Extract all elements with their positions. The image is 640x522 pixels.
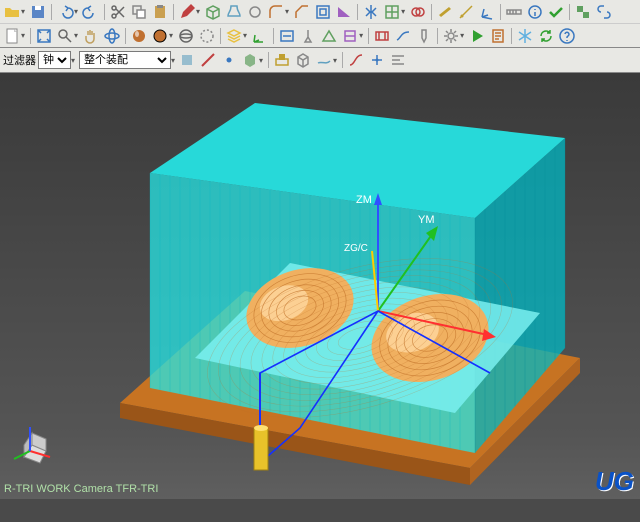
chevron-down-icon[interactable]: ▾ bbox=[169, 31, 173, 40]
sel-face-icon[interactable] bbox=[177, 50, 197, 70]
draft-icon[interactable] bbox=[334, 2, 354, 22]
view-zoom-icon[interactable] bbox=[55, 26, 75, 46]
sel-vertex-icon[interactable] bbox=[219, 50, 239, 70]
sel-solid-icon[interactable] bbox=[293, 50, 313, 70]
snow-icon[interactable] bbox=[515, 26, 535, 46]
align-icon[interactable] bbox=[388, 50, 408, 70]
measure-icon[interactable] bbox=[504, 2, 524, 22]
sketch-icon[interactable] bbox=[177, 2, 197, 22]
paste-icon[interactable] bbox=[150, 2, 170, 22]
hole-icon[interactable] bbox=[245, 2, 265, 22]
sel-sheet-icon[interactable] bbox=[314, 50, 334, 70]
view-triad[interactable] bbox=[10, 425, 54, 469]
status-text: R-TRI WORK Camera TFR-TRI bbox=[4, 483, 158, 495]
chevron-down-icon: ▾ bbox=[71, 56, 75, 65]
copy-icon[interactable] bbox=[129, 2, 149, 22]
redo-icon[interactable] bbox=[81, 2, 101, 22]
cut-icon[interactable] bbox=[108, 2, 128, 22]
boolean-icon[interactable] bbox=[408, 2, 428, 22]
chamfer-icon[interactable] bbox=[292, 2, 312, 22]
cam-method-icon[interactable] bbox=[340, 26, 360, 46]
chevron-down-icon[interactable]: ▾ bbox=[74, 31, 78, 40]
svg-text:ZM: ZM bbox=[356, 194, 372, 206]
cam-drill-icon[interactable] bbox=[414, 26, 434, 46]
revolve-icon[interactable] bbox=[224, 2, 244, 22]
cam-generate-icon[interactable] bbox=[441, 26, 461, 46]
datum-axis-icon[interactable] bbox=[456, 2, 476, 22]
assembly-scope-select[interactable]: 整个装配 bbox=[79, 51, 171, 69]
cam-contour-icon[interactable] bbox=[393, 26, 413, 46]
cam-post-icon[interactable] bbox=[488, 26, 508, 46]
info-icon[interactable] bbox=[525, 2, 545, 22]
wcs-icon[interactable] bbox=[250, 26, 270, 46]
sel-body-icon[interactable] bbox=[240, 50, 260, 70]
chevron-down-icon[interactable]: ▾ bbox=[460, 31, 464, 40]
view-rotate-icon[interactable] bbox=[102, 26, 122, 46]
cam-verify-icon[interactable] bbox=[467, 26, 487, 46]
refresh-icon[interactable] bbox=[536, 26, 556, 46]
extrude-icon[interactable] bbox=[203, 2, 223, 22]
new-part-icon[interactable] bbox=[2, 26, 22, 46]
wireframe-icon[interactable] bbox=[176, 26, 196, 46]
sel-feature-icon[interactable] bbox=[272, 50, 292, 70]
chevron-down-icon[interactable]: ▾ bbox=[196, 7, 200, 16]
chevron-down-icon[interactable]: ▾ bbox=[359, 31, 363, 40]
model-scene: ZM YM ZG/C bbox=[0, 73, 640, 499]
datum-csys-icon[interactable] bbox=[477, 2, 497, 22]
pattern-icon[interactable] bbox=[382, 2, 402, 22]
chevron-down-icon[interactable]: ▾ bbox=[243, 31, 247, 40]
view-pan-icon[interactable] bbox=[81, 26, 101, 46]
point-icon[interactable] bbox=[367, 50, 387, 70]
constraint-icon[interactable] bbox=[594, 2, 614, 22]
shaded-edges-icon[interactable] bbox=[150, 26, 170, 46]
chevron-down-icon[interactable]: ▾ bbox=[333, 56, 337, 65]
datum-plane-icon[interactable] bbox=[435, 2, 455, 22]
toolbar-row-2: ▾ ▾ ▾ ▾ ▾ ▾ bbox=[0, 24, 640, 47]
assembly-icon[interactable] bbox=[573, 2, 593, 22]
filter-label: 过滤器 bbox=[3, 52, 36, 68]
cam-tool-icon[interactable] bbox=[298, 26, 318, 46]
help-icon[interactable] bbox=[557, 26, 577, 46]
selection-filter-bar: 过滤器 钟 ▾ 整个装配 ▾ ▾▾ bbox=[0, 48, 640, 73]
cam-program-icon[interactable] bbox=[277, 26, 297, 46]
undo-icon[interactable] bbox=[55, 2, 75, 22]
hidden-icon[interactable] bbox=[197, 26, 217, 46]
toolbar-row-1: ▾ ▾ ▾ ▾ ▾ bbox=[0, 0, 640, 24]
chevron-down-icon[interactable]: ▾ bbox=[285, 7, 289, 16]
view-fit-icon[interactable] bbox=[34, 26, 54, 46]
filter-mode-select[interactable]: 钟 bbox=[38, 51, 71, 69]
mirror-icon[interactable] bbox=[361, 2, 381, 22]
chevron-down-icon: ▾ bbox=[171, 56, 175, 65]
toolbar-area: ▾ ▾ ▾ ▾ ▾ ▾ ▾ ▾ ▾ ▾ ▾ bbox=[0, 0, 640, 48]
sel-edge-icon[interactable] bbox=[198, 50, 218, 70]
layer-icon[interactable] bbox=[224, 26, 244, 46]
chevron-down-icon[interactable]: ▾ bbox=[74, 7, 78, 16]
chevron-down-icon[interactable]: ▾ bbox=[401, 7, 405, 16]
blend-icon[interactable] bbox=[266, 2, 286, 22]
chevron-down-icon[interactable]: ▾ bbox=[259, 56, 263, 65]
check-icon[interactable] bbox=[546, 2, 566, 22]
save-icon[interactable] bbox=[28, 2, 48, 22]
shell-icon[interactable] bbox=[313, 2, 333, 22]
cam-cavity-icon[interactable] bbox=[372, 26, 392, 46]
graphics-viewport[interactable]: ZM YM ZG/C R-TRI WORK Camera TFR-TRI UG bbox=[0, 73, 640, 499]
shaded-icon[interactable] bbox=[129, 26, 149, 46]
svg-text:YM: YM bbox=[418, 214, 435, 226]
chevron-down-icon[interactable]: ▾ bbox=[21, 7, 25, 16]
curve-icon[interactable] bbox=[346, 50, 366, 70]
toolbar-row-3: ▾▾ bbox=[177, 50, 408, 70]
open-icon[interactable] bbox=[2, 2, 22, 22]
chevron-down-icon[interactable]: ▾ bbox=[21, 31, 25, 40]
cam-geom-icon[interactable] bbox=[319, 26, 339, 46]
watermark-logo: UG bbox=[595, 466, 634, 497]
svg-text:ZG/C: ZG/C bbox=[344, 243, 368, 254]
